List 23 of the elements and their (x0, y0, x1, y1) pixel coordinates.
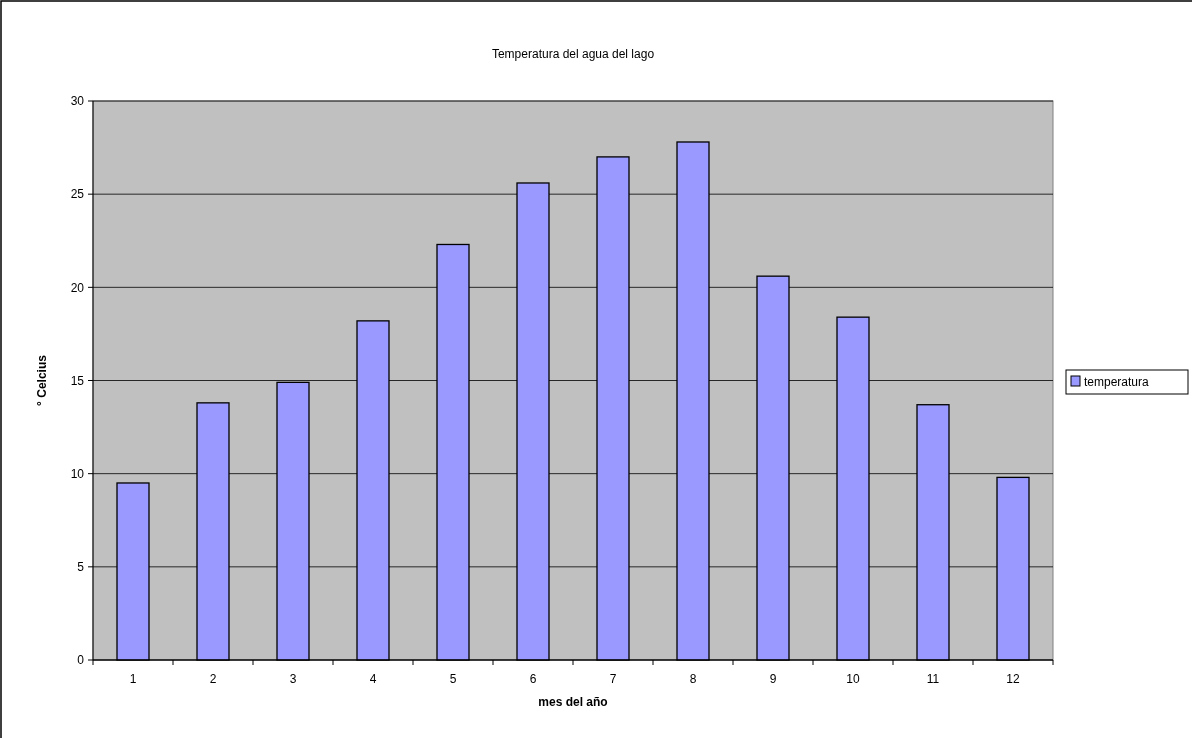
x-axis-title: mes del año (538, 695, 608, 709)
x-tick-label: 6 (529, 672, 537, 686)
y-tick-label: 20 (70, 280, 85, 295)
x-tick-label: 7 (609, 672, 617, 686)
x-tick-label: 9 (769, 672, 777, 686)
x-tick-label: 10 (846, 672, 860, 686)
legend-label: temperatura (1084, 375, 1150, 389)
x-tick-label: 5 (449, 672, 457, 686)
x-tick-label: 1 (129, 672, 137, 686)
y-axis-title: ° Celcius (35, 354, 49, 406)
x-tick-label: 8 (689, 672, 697, 686)
x-tick-label: 11 (926, 672, 940, 686)
y-tick-label: 15 (70, 373, 85, 388)
x-tick-label: 4 (369, 672, 377, 686)
chart-title: Temperatura del agua del lago (491, 47, 655, 61)
y-tick-label: 0 (77, 653, 85, 668)
x-tick-label: 12 (1006, 672, 1020, 686)
y-tick-label: 30 (70, 94, 85, 109)
y-tick-label: 10 (70, 466, 85, 481)
x-tick-label: 3 (289, 672, 297, 686)
x-tick-label: 2 (209, 672, 217, 686)
y-tick-label: 5 (77, 560, 85, 575)
y-tick-label: 25 (70, 187, 85, 202)
